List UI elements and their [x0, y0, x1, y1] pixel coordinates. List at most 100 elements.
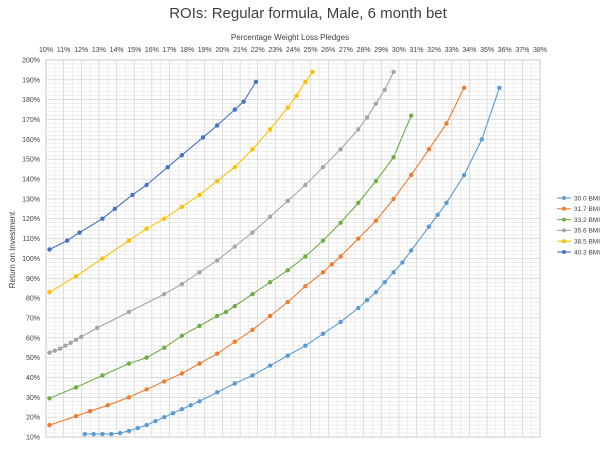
x-tick-label: 19% [198, 47, 212, 54]
y-tick-label: 10% [26, 435, 40, 442]
legend-swatch-marker [562, 239, 566, 244]
data-point [320, 238, 326, 243]
data-point [135, 425, 140, 431]
legend-label: 38.5 BMI [574, 239, 600, 246]
series-line [49, 81, 257, 250]
data-point [162, 414, 167, 420]
y-tick-label: 100% [22, 256, 40, 263]
data-point [303, 182, 308, 188]
data-point [391, 69, 396, 75]
data-point [364, 115, 370, 120]
data-point [409, 172, 414, 178]
x-tick-label: 14% [110, 47, 124, 54]
legend-item: 30.0 BMI [557, 195, 600, 202]
data-point [373, 289, 379, 295]
data-point [47, 396, 52, 401]
data-point [47, 350, 52, 355]
x-tick-label: 23% [268, 47, 282, 54]
data-point [232, 244, 237, 249]
data-point [479, 137, 484, 142]
data-point [294, 93, 299, 98]
data-point [63, 343, 68, 348]
series-3 [47, 113, 414, 401]
data-point [232, 339, 237, 344]
data-point [267, 280, 273, 285]
legend-item: 40.3 BMI [557, 249, 600, 256]
data-point [179, 153, 185, 158]
data-point [153, 418, 158, 424]
x-tick-label: 18% [180, 47, 194, 54]
data-point [170, 410, 176, 416]
data-point [241, 99, 246, 104]
data-point [232, 381, 237, 386]
data-point [303, 343, 308, 348]
data-point [126, 395, 132, 400]
data-point [162, 291, 167, 297]
x-tick-label: 25% [304, 47, 318, 54]
data-point [303, 254, 308, 259]
data-point [52, 348, 58, 353]
data-point [364, 297, 370, 303]
data-point [356, 305, 361, 311]
data-point [144, 182, 149, 188]
series-line [49, 71, 313, 293]
data-point [214, 258, 220, 263]
data-point [310, 69, 315, 75]
data-point [197, 323, 202, 329]
data-point [461, 85, 467, 90]
y-tick-label: 160% [22, 137, 40, 144]
data-point [179, 204, 185, 210]
data-point [250, 327, 255, 333]
series-5 [47, 69, 315, 295]
data-point [179, 282, 185, 287]
x-tick-label: 32% [427, 47, 441, 54]
data-point [303, 79, 308, 85]
y-tick-label: 70% [26, 315, 40, 322]
data-point [382, 280, 387, 285]
data-point [214, 178, 220, 184]
legend-label: 31.7 BMI [574, 206, 600, 213]
data-point [109, 431, 114, 437]
data-point [47, 289, 52, 295]
data-point [197, 399, 202, 404]
data-point [250, 147, 255, 152]
data-point [197, 192, 202, 198]
legend-item: 38.5 BMI [557, 239, 600, 246]
y-tick-label: 30% [26, 395, 40, 402]
data-point [179, 407, 185, 412]
data-point [382, 87, 387, 92]
y-tick-label: 140% [22, 177, 40, 184]
y-tick-label: 200% [22, 58, 40, 65]
data-point [144, 387, 149, 392]
data-point [232, 107, 237, 112]
data-point [144, 355, 149, 360]
data-point [100, 256, 105, 261]
y-tick-label: 60% [26, 335, 40, 342]
y-axis-title: Return on Investment [8, 211, 17, 288]
y-tick-label: 20% [26, 415, 40, 422]
data-point [435, 212, 440, 217]
x-tick-label: 21% [233, 47, 247, 54]
data-point [338, 254, 343, 259]
y-tick-label: 110% [23, 236, 40, 243]
data-point [94, 325, 100, 331]
y-tick-label: 40% [26, 375, 40, 382]
data-point [117, 430, 123, 436]
data-point [105, 403, 110, 408]
data-point [373, 178, 379, 184]
data-point [82, 431, 88, 437]
data-point [391, 196, 396, 202]
y-tick-label: 90% [26, 276, 40, 283]
series-2 [47, 85, 467, 428]
x-tick-label: 27% [339, 47, 353, 54]
data-point [320, 164, 326, 170]
data-point [373, 218, 379, 223]
data-point [47, 422, 52, 428]
y-tick-label: 80% [26, 296, 40, 303]
data-point [373, 101, 379, 106]
legend-label: 30.0 BMI [574, 195, 600, 202]
data-point [126, 361, 132, 366]
data-point [214, 351, 220, 356]
